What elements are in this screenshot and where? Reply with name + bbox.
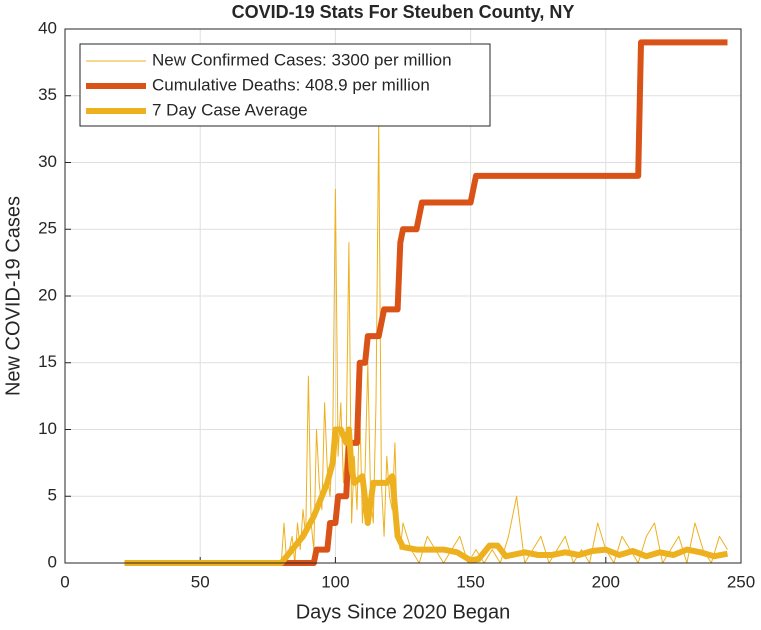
y-tick-label: 15 — [38, 352, 57, 371]
x-tick-label: 250 — [727, 572, 755, 591]
axes-box — [64, 28, 742, 564]
y-tick-label: 35 — [38, 85, 57, 104]
legend-label: Cumulative Deaths: 408.9 per million — [152, 75, 430, 94]
data-line — [124, 426, 729, 566]
y-tick-label: 5 — [48, 486, 57, 505]
chart-title: COVID-19 Stats For Steuben County, NY — [232, 2, 575, 22]
legend-box — [79, 43, 491, 127]
data-line — [124, 39, 728, 566]
x-tick-label: 150 — [456, 572, 484, 591]
x-axis-label: Days Since 2020 Began — [296, 601, 511, 623]
y-tick-label: 10 — [38, 419, 57, 438]
x-tick-label: 50 — [191, 572, 210, 591]
legend-label: 7 Day Case Average — [152, 100, 308, 119]
y-tick-label: 0 — [48, 552, 57, 571]
y-tick-label: 25 — [38, 219, 57, 238]
y-tick-label: 30 — [38, 152, 57, 171]
y-tick-label: 40 — [38, 18, 57, 37]
y-tick-label: 20 — [38, 285, 57, 304]
x-tick-label: 0 — [60, 572, 69, 591]
x-tick-label: 200 — [592, 572, 620, 591]
x-tick-label: 100 — [321, 572, 349, 591]
legend-label: New Confirmed Cases: 3300 per million — [152, 50, 452, 69]
y-axis-label: New COVID-19 Cases — [2, 196, 24, 396]
